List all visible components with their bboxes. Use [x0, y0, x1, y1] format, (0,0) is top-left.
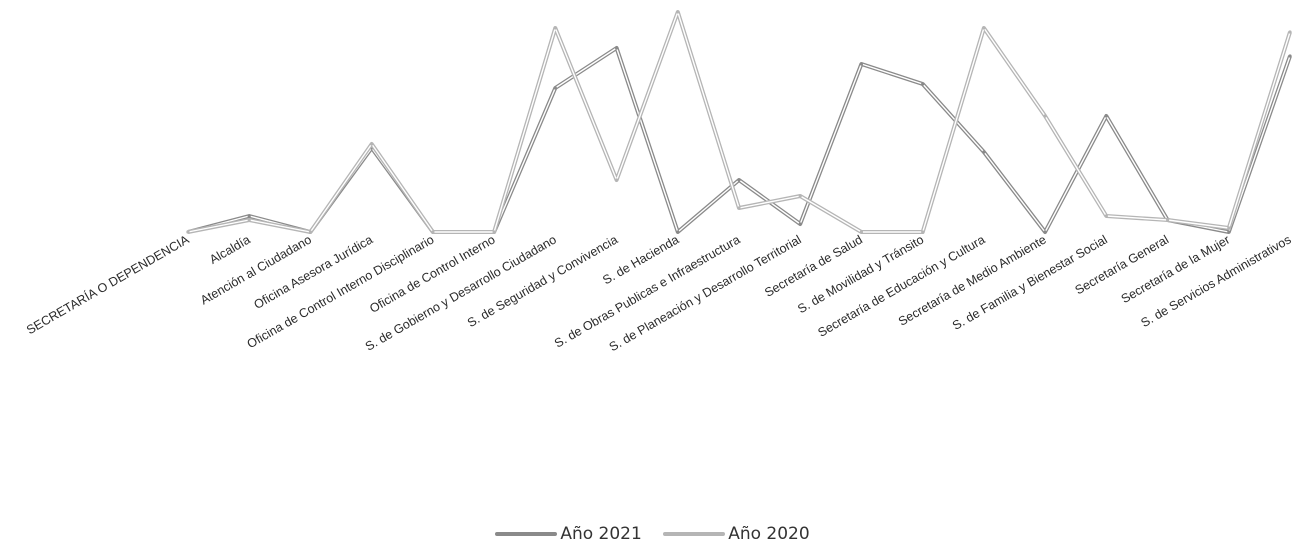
- data-point: [676, 230, 679, 233]
- data-point: [615, 178, 618, 181]
- data-point: [860, 230, 863, 233]
- data-point: [1288, 30, 1291, 33]
- data-point: [799, 194, 802, 197]
- data-point: [1227, 226, 1230, 229]
- data-point: [248, 218, 251, 221]
- category-labels: SECRETARÍA O DEPENDENCIA AlcaldíaAtención…: [24, 231, 1294, 354]
- legend-swatch-2021: [495, 532, 557, 536]
- line-chart: SECRETARÍA O DEPENDENCIA AlcaldíaAtención…: [0, 0, 1305, 518]
- data-point: [1288, 54, 1291, 57]
- data-point: [860, 62, 863, 65]
- legend-item-2021: Año 2021: [495, 523, 641, 545]
- legend: Año 2021 Año 2020: [0, 521, 1305, 545]
- data-point: [1105, 114, 1108, 117]
- data-point: [982, 26, 985, 29]
- series-layer: [186, 10, 1291, 233]
- data-point: [1044, 230, 1047, 233]
- data-point: [1227, 230, 1230, 233]
- data-point: [554, 86, 557, 89]
- data-point: [737, 206, 740, 209]
- data-point: [1166, 218, 1169, 221]
- data-point: [309, 230, 312, 233]
- data-point: [1105, 214, 1108, 217]
- legend-item-2020: Año 2020: [663, 523, 809, 545]
- data-point: [921, 82, 924, 85]
- data-point: [554, 26, 557, 29]
- data-point: [921, 230, 924, 233]
- category-label: Alcaldía: [207, 232, 253, 266]
- data-point: [982, 150, 985, 153]
- data-point: [676, 10, 679, 13]
- legend-label-2021: Año 2021: [560, 523, 641, 545]
- category-label: SECRETARÍA O DEPENDENCIA: [24, 231, 192, 337]
- data-point: [493, 230, 496, 233]
- legend-label-2020: Año 2020: [728, 523, 809, 545]
- data-point: [186, 230, 189, 233]
- category-label: Secretaría de la Mujer: [1119, 232, 1233, 306]
- legend-swatch-2020: [663, 532, 725, 536]
- data-point: [431, 230, 434, 233]
- data-point: [799, 222, 802, 225]
- data-point: [370, 142, 373, 145]
- data-point: [737, 178, 740, 181]
- series-line-highlight: [188, 12, 1290, 232]
- series-2020: [186, 10, 1291, 233]
- series-line: [188, 12, 1290, 232]
- data-point: [615, 46, 618, 49]
- data-point: [1044, 114, 1047, 117]
- data-point: [248, 214, 251, 217]
